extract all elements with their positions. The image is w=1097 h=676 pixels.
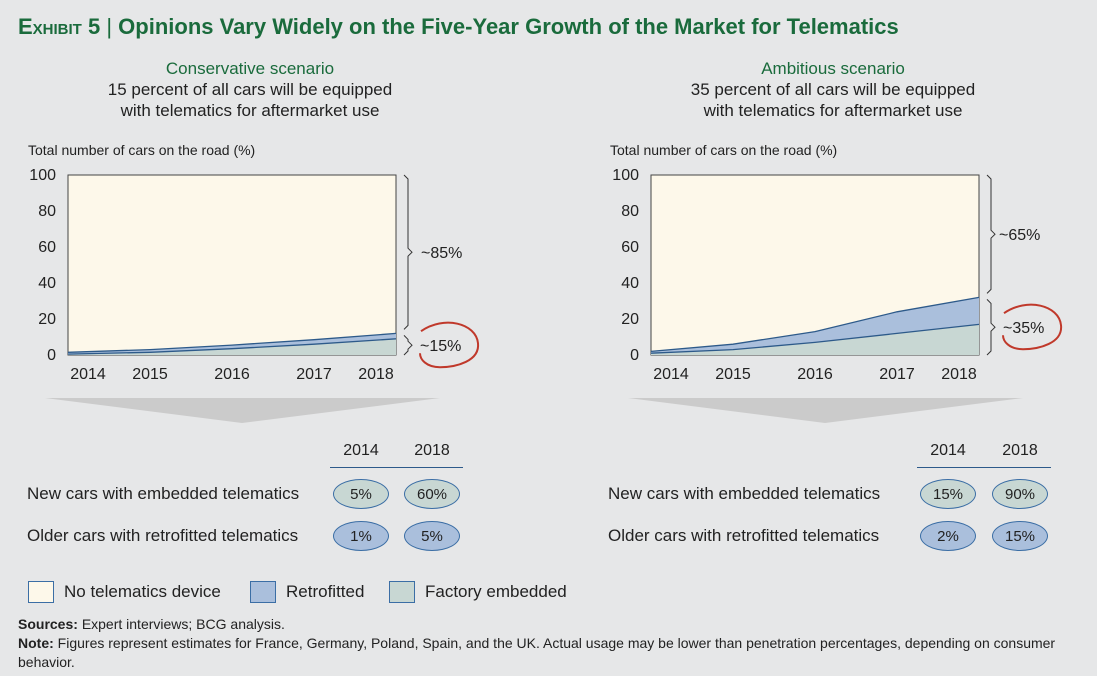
area-factory-embedded (651, 324, 979, 355)
scenario-header: Conservative scenario 15 percent of all … (0, 58, 500, 121)
scenario-header: Ambitious scenario 35 percent of all car… (583, 58, 1083, 121)
area-retrofitted (68, 333, 396, 355)
sources-line: Sources: Expert interviews; BCG analysis… (18, 615, 1078, 634)
legend-item: Factory embedded (389, 581, 567, 603)
title-text: Opinions Vary Widely on the Five-Year Gr… (118, 14, 899, 39)
upper-bracket-label: ~65% (999, 227, 1040, 244)
ambitious-panel: Ambitious scenario 35 percent of all car… (583, 0, 1097, 560)
table-value-pill: 1% (333, 521, 389, 551)
y-tick-label: 0 (47, 347, 56, 364)
legend-item: Retrofitted (250, 581, 364, 603)
x-tick-label: 2018 (358, 366, 394, 383)
y-tick-label: 40 (621, 275, 639, 292)
y-axis-title: Total number of cars on the road (%) (28, 142, 256, 158)
exhibit-title: Exhibit 5 | Opinions Vary Widely on the … (18, 14, 899, 40)
sources-label: Sources: (18, 616, 78, 632)
table-value-pill: 15% (920, 479, 976, 509)
bracket-lower (403, 335, 413, 356)
x-tick-label: 2015 (715, 366, 751, 383)
scenario-description-line1: 35 percent of all cars will be equipped (690, 80, 976, 99)
table-value-pill: 5% (404, 521, 460, 551)
scenario-description-line2: with telematics for aftermarket use (120, 101, 380, 120)
table-row-label: Older cars with retrofitted telematics (27, 526, 299, 545)
table-header-rule (917, 467, 1051, 468)
highlight-circle (419, 321, 480, 369)
x-tick-label: 2015 (132, 366, 168, 383)
down-arrow (628, 398, 1023, 423)
legend-label: Retrofitted (286, 582, 365, 601)
lower-bracket-label: ~35% (1003, 320, 1044, 337)
y-tick-label: 0 (630, 347, 639, 364)
x-tick-label: 2018 (941, 366, 977, 383)
bracket-lower (986, 299, 996, 356)
scenario-name: Conservative scenario (165, 59, 335, 78)
scenario-name: Ambitious scenario (761, 59, 905, 78)
sources-text: Expert interviews; BCG analysis. (81, 616, 285, 632)
scenario-description-line2: with telematics for aftermarket use (703, 101, 963, 120)
y-tick-label: 80 (38, 203, 56, 220)
line-factory-embedded (650, 323, 980, 354)
y-tick-label: 80 (621, 203, 639, 220)
legend-label: No telematics device (64, 582, 221, 601)
bracket-upper (403, 174, 413, 330)
lower-bracket-label: ~15% (420, 338, 461, 355)
title-separator: | (106, 14, 113, 39)
scenario-description-line1: 15 percent of all cars will be equipped (107, 80, 393, 99)
table-year-header: 2018 (414, 442, 450, 459)
penetration-table: 2014 2018 New cars with embedded telemat… (583, 432, 1097, 552)
area-chart: 100 80 60 40 20 0 2014 2015 2016 2017 2018 ~65% ~35% (612, 167, 1063, 423)
upper-bracket-label: ~85% (421, 245, 462, 262)
note-label: Note: (18, 635, 54, 651)
table-year-header: 2014 (930, 442, 966, 459)
y-tick-label: 40 (38, 275, 56, 292)
table-year-header: 2018 (1002, 442, 1038, 459)
highlight-circle (1002, 303, 1063, 351)
table-year-header: 2014 (343, 442, 379, 459)
bracket-upper (986, 174, 996, 294)
y-tick-label: 100 (29, 167, 56, 184)
y-tick-label: 20 (38, 311, 56, 328)
legend-swatch-retrofitted (250, 581, 276, 603)
down-arrow (45, 398, 440, 423)
exhibit-number: Exhibit 5 (18, 14, 101, 39)
line-retrofitted (650, 296, 980, 353)
table-value-pill: 90% (992, 479, 1048, 509)
legend-label: Factory embedded (425, 582, 567, 601)
x-tick-label: 2014 (653, 366, 689, 383)
legend-item: No telematics device (28, 581, 221, 603)
table-row-label: New cars with embedded telematics (608, 484, 881, 503)
x-tick-label: 2017 (296, 366, 332, 383)
note-text: Figures represent estimates for France, … (18, 635, 1056, 670)
penetration-table: 2014 2018 New cars with embedded telemat… (0, 432, 548, 552)
x-tick-label: 2014 (70, 366, 106, 383)
area-factory-embedded (68, 338, 396, 355)
plot-area (67, 174, 397, 356)
legend-swatch-factory-embedded (389, 581, 415, 603)
table-value-pill: 15% (992, 521, 1048, 551)
table-value-pill: 60% (404, 479, 460, 509)
table-row-label: Older cars with retrofitted telematics (608, 526, 880, 545)
y-tick-label: 20 (621, 311, 639, 328)
legend-swatch-no-telematics (28, 581, 54, 603)
table-row-label: New cars with embedded telematics (27, 484, 300, 503)
y-axis-title: Total number of cars on the road (%) (610, 142, 838, 158)
x-tick-label: 2016 (797, 366, 833, 383)
area-chart: 100 80 60 40 20 0 2014 2015 2016 2017 2018 ~85% ~15% (29, 167, 480, 423)
y-tick-label: 100 (612, 167, 639, 184)
y-tick-label: 60 (38, 239, 56, 256)
table-header-rule (330, 467, 463, 468)
line-retrofitted (67, 332, 397, 353)
x-tick-label: 2017 (879, 366, 915, 383)
conservative-panel: Conservative scenario 15 percent of all … (0, 0, 548, 560)
source-notes: Sources: Expert interviews; BCG analysis… (18, 615, 1078, 672)
table-value-pill: 2% (920, 521, 976, 551)
y-tick-label: 60 (621, 239, 639, 256)
note-line: Note: Figures represent estimates for Fr… (18, 634, 1078, 672)
table-value-pill: 5% (333, 479, 389, 509)
x-tick-label: 2016 (214, 366, 250, 383)
line-factory-embedded (67, 338, 397, 355)
